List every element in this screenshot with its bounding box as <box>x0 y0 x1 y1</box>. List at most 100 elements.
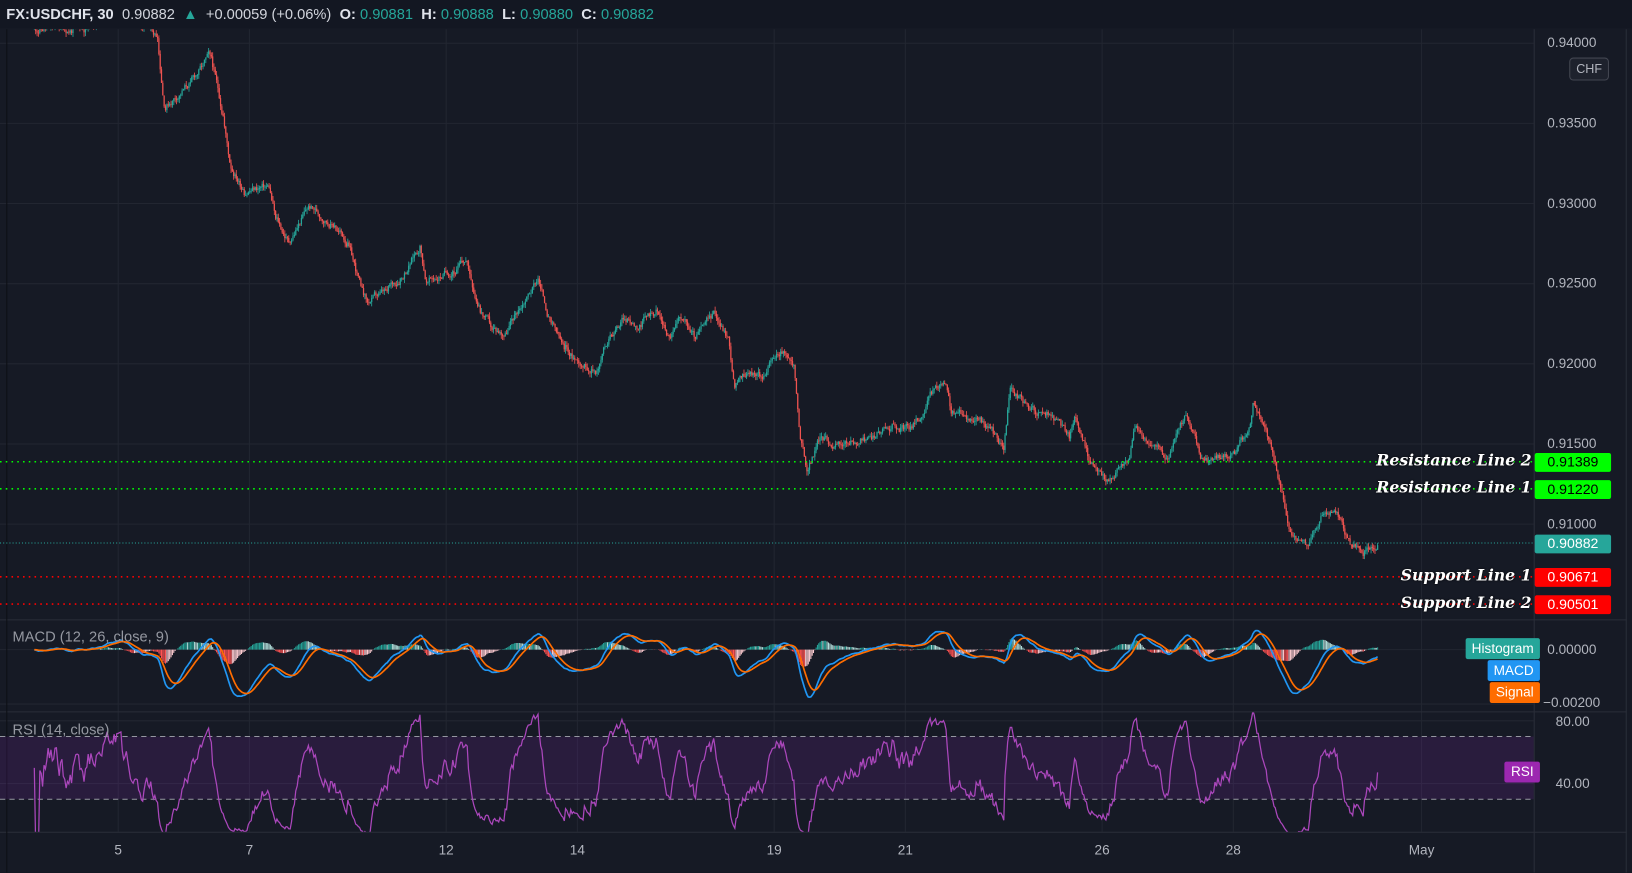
candle-body <box>610 334 613 336</box>
candle-body <box>660 316 662 321</box>
candle-body <box>495 327 497 332</box>
candle-body <box>1282 492 1285 500</box>
candle-body <box>908 425 910 430</box>
candle-body <box>1340 517 1342 519</box>
candle-body <box>862 437 864 441</box>
candle-body <box>498 331 500 334</box>
candle-body <box>747 372 749 374</box>
candle-body <box>1309 542 1311 546</box>
candle-body <box>478 305 480 307</box>
candle-body <box>186 86 189 88</box>
candle-body <box>1365 550 1367 552</box>
candle-body <box>649 312 652 317</box>
currency-button[interactable]: CHF <box>1569 57 1609 81</box>
candle-body <box>1342 522 1345 529</box>
candle-body <box>230 162 232 169</box>
candle-body <box>169 104 171 106</box>
candle-body <box>193 75 196 78</box>
candle-body <box>1015 393 1017 397</box>
candle-body <box>655 309 657 315</box>
candle-body <box>616 326 618 330</box>
candle-body <box>1019 394 1021 397</box>
candle-body <box>273 203 275 211</box>
candle-body <box>815 446 817 451</box>
candle-body <box>679 316 681 318</box>
symbol-title[interactable]: FX:USDCHF, 30 <box>6 5 114 22</box>
candle-body <box>1099 470 1101 472</box>
candle-body <box>84 29 87 33</box>
candle-body <box>331 224 333 225</box>
candle-body <box>1092 462 1094 466</box>
candle-body <box>561 338 563 343</box>
candle-body <box>764 375 766 377</box>
candle-body <box>1355 545 1358 547</box>
candle-body <box>763 376 765 379</box>
candle-body <box>902 425 905 430</box>
candle-body <box>430 277 432 279</box>
candle-body <box>558 332 560 336</box>
rsi-title[interactable]: RSI (14, close) <box>12 720 110 738</box>
macd-title[interactable]: MACD (12, 26, close, 9) <box>12 627 169 645</box>
candle-body <box>1165 458 1168 460</box>
candle-body <box>534 283 536 285</box>
candle-body <box>982 421 984 423</box>
candle-body <box>477 301 479 307</box>
candle-body <box>484 315 487 318</box>
candle-body <box>566 345 568 348</box>
candle-body <box>820 436 823 438</box>
candle-body <box>41 29 44 31</box>
candle-body <box>826 436 828 441</box>
candle-body <box>1227 456 1229 458</box>
high-label: H: <box>421 5 437 22</box>
candle-body <box>564 345 567 350</box>
candle-body <box>1005 425 1007 435</box>
candle-body <box>582 366 584 368</box>
candle-body <box>597 368 599 371</box>
candle-body <box>410 257 413 265</box>
candle-body <box>290 240 293 243</box>
candle-body <box>954 413 957 414</box>
candle-body <box>727 336 729 338</box>
candle-body <box>272 200 274 204</box>
candle-body <box>515 313 517 315</box>
candle-body <box>1214 455 1216 460</box>
candle-body <box>434 279 436 281</box>
candle-body <box>1000 442 1002 444</box>
open-label: O: <box>339 5 356 22</box>
candle-body <box>1073 416 1076 424</box>
candle-body <box>839 441 841 445</box>
candle-body <box>254 187 256 190</box>
candle-body <box>629 319 631 323</box>
candle-body <box>1159 446 1161 448</box>
candle-body <box>946 385 948 391</box>
candle-body <box>782 351 784 354</box>
candle-body <box>1254 404 1257 408</box>
candle-body <box>541 288 543 291</box>
candle-body <box>1117 467 1120 469</box>
candle-body <box>238 180 240 182</box>
candle-body <box>327 222 329 225</box>
candle-body <box>1185 415 1187 417</box>
candle-body <box>348 242 350 247</box>
candle-body <box>550 317 552 324</box>
candle-body <box>206 53 208 58</box>
candle-body <box>848 444 851 446</box>
candle-body <box>740 375 742 378</box>
time-tick-label: 19 <box>766 842 782 858</box>
candle-body <box>901 425 903 428</box>
candle-body <box>406 272 408 274</box>
candle-body <box>66 31 69 34</box>
candle-body <box>1350 544 1353 546</box>
candle-body <box>590 369 593 374</box>
candle-body <box>643 317 645 322</box>
candle-body <box>654 314 656 316</box>
candle-body <box>192 75 194 78</box>
candle-body <box>1153 445 1156 447</box>
candle-body <box>1103 474 1106 480</box>
candle-body <box>651 312 653 314</box>
candle-body <box>895 426 898 430</box>
candle-body <box>748 372 750 375</box>
candle-body <box>1272 447 1274 453</box>
candle-body <box>595 370 597 374</box>
